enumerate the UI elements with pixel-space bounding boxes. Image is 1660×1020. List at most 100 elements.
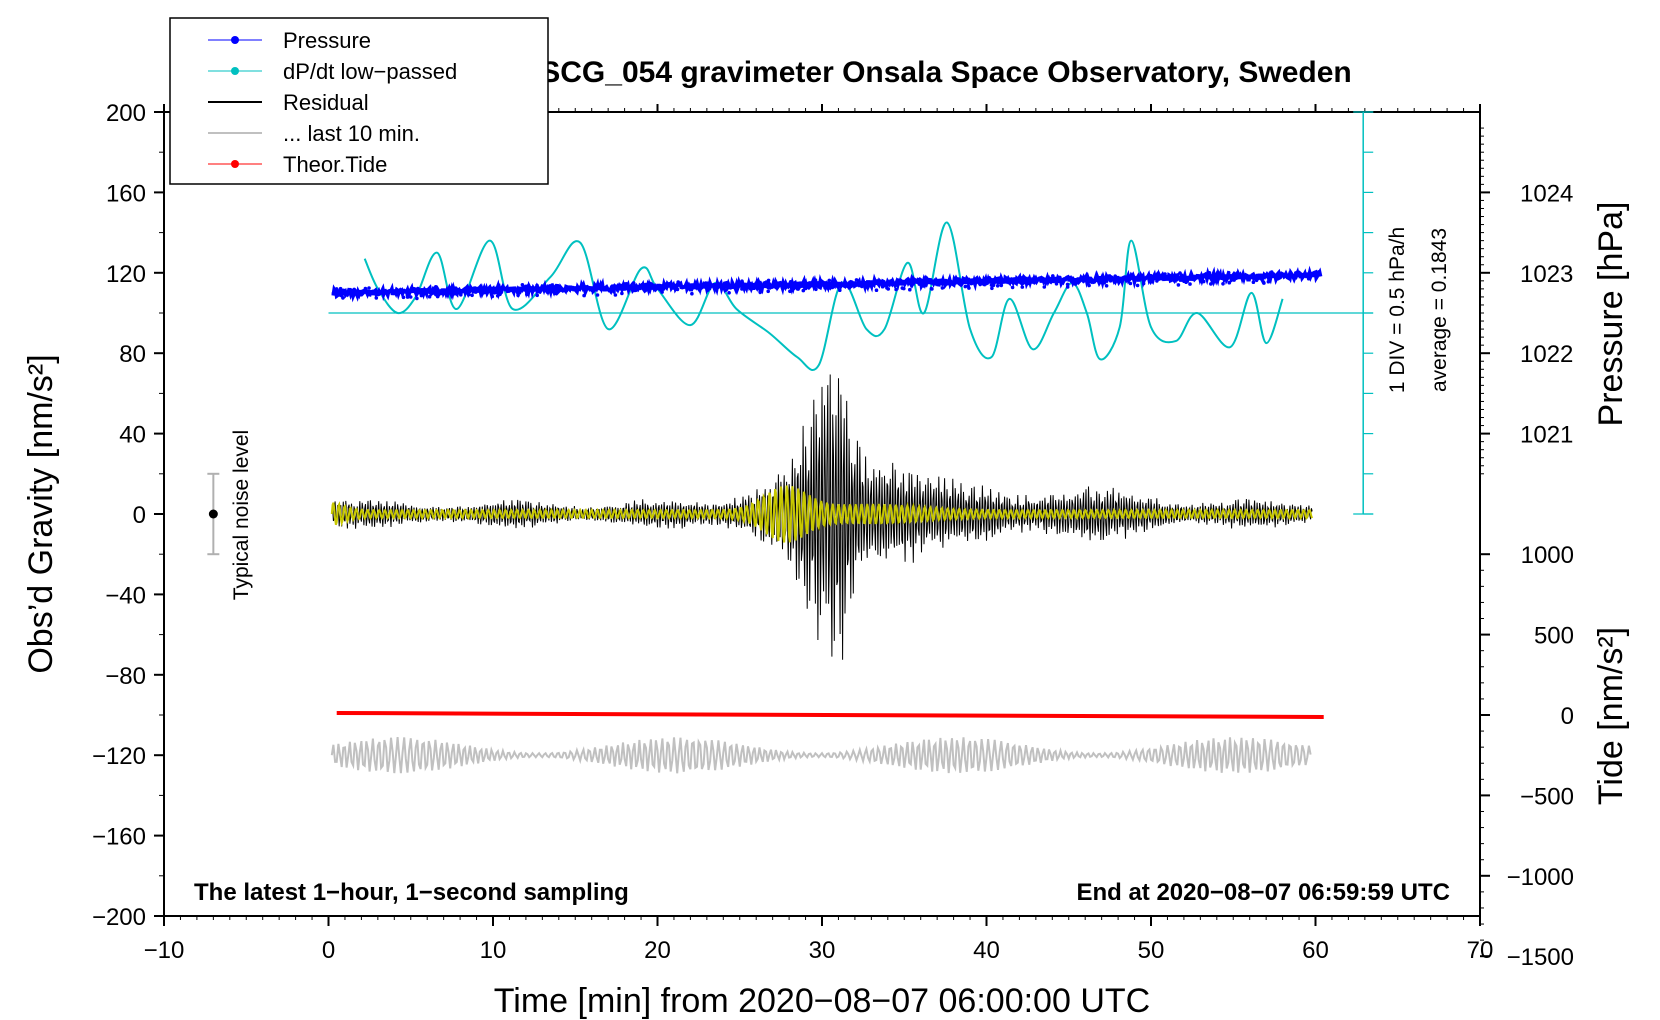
footer-right: End at 2020−08−07 06:59:59 UTC [1076,879,1450,906]
pressure-point [504,287,508,291]
pressure-point [1188,282,1192,286]
pressure-point [448,289,452,294]
dpdt-scale-div-label: 1 DIV = 0.5 hPa/h [1386,227,1409,393]
pressure-point [1163,272,1167,276]
pressure-point [405,293,410,297]
y-tick-label-left: −40 [105,582,146,609]
pressure-point [1184,280,1188,285]
pressure-point [1141,276,1146,281]
pressure-point [532,287,536,292]
pressure-point [1178,271,1182,275]
y-tick-label-left: 80 [119,341,146,368]
pressure-point [524,284,528,289]
x-tick-label: 10 [480,937,507,964]
pressure-point [637,286,642,291]
tide-tick-label: 500 [1534,623,1574,650]
legend-label-tide: Theor.Tide [283,152,387,177]
pressure-point [940,282,945,286]
pressure-point [1250,274,1255,278]
pressure-point [494,286,499,291]
pressure-tick-label: 1024 [1520,180,1573,207]
pressure-point [1115,277,1119,282]
pressure-point [374,296,379,300]
pressure-point [885,286,889,290]
pressure-point [963,284,968,289]
pressure-point [967,286,971,290]
pressure-point [998,277,1003,281]
pressure-point [890,278,894,283]
pressure-point [796,287,800,291]
series-layer [330,221,1324,774]
pressure-point [1087,283,1091,288]
pressure-point [860,284,864,289]
pressure-point [1187,276,1191,281]
pressure-point [611,288,616,292]
legend-label-pressure: Pressure [283,28,371,53]
pressure-point [989,283,994,287]
pressure-point [1141,281,1146,286]
pressure-point [564,288,569,293]
pressure-point [1058,278,1062,283]
pressure-point [595,293,600,297]
legend: Pressure dP/dt low−passed Residual ... l… [169,17,549,185]
pressure-point [633,288,637,293]
pressure-point [842,282,846,286]
pressure-point [801,288,806,293]
pressure-point [1113,274,1117,279]
pressure-point [990,286,994,291]
pressure-point [803,286,808,291]
pressure-point [1174,277,1179,282]
pressure-point [474,290,478,294]
pressure-tick-label: 1022 [1520,341,1573,368]
pressure-point [367,290,372,295]
pressure-point [1231,274,1235,278]
x-tick-label: 60 [1302,937,1329,964]
noise-level-marker [207,472,220,556]
pressure-point [1199,278,1203,283]
pressure-point [1227,274,1232,278]
tide-tick-label: −1000 [1507,864,1574,891]
pressure-point [375,292,379,297]
axis-ticks: −10 0 10 20 30 40 50 60 70 200 160 120 80 40 0 −40 −80 −1… [92,100,1574,971]
pressure-points [331,265,1323,303]
pressure-point [427,294,432,299]
pressure-point [900,286,905,290]
x-tick-label: 40 [973,937,1000,964]
pressure-point [535,293,539,298]
legend-label-residual: Residual [283,90,369,115]
pressure-point [582,293,586,298]
pressure-point [1065,285,1070,289]
pressure-point [660,290,664,294]
pressure-point [405,290,410,295]
pressure-point [754,281,758,285]
pressure-point [554,291,558,296]
x-tick-label: 30 [809,937,836,964]
pressure-point [873,281,878,285]
pressure-point [1061,277,1065,282]
pressure-point [773,283,778,288]
pressure-point [1262,281,1266,285]
pressure-point [758,280,762,285]
pressure-point [854,278,859,282]
pressure-point [631,281,636,285]
pressure-point [336,291,341,296]
pressure-point [727,291,731,295]
pressure-point [1297,273,1301,277]
pressure-point [1020,285,1025,289]
pressure-point [911,280,916,285]
pressure-point [421,288,425,292]
pressure-point [1235,271,1239,275]
tide-tick-label: 1000 [1521,542,1574,569]
pressure-point [391,290,395,294]
pressure-point [917,282,922,286]
x-tick-label: −10 [144,937,185,964]
last-10-min-line [330,737,1312,774]
x-tick-label: 0 [322,937,335,964]
y-tick-label-left: 200 [106,100,146,127]
pressure-point [419,293,424,298]
pressure-point [1207,271,1212,275]
legend-marker-pressure [231,36,239,44]
pressure-point [1010,285,1015,290]
pressure-point [1201,279,1206,284]
